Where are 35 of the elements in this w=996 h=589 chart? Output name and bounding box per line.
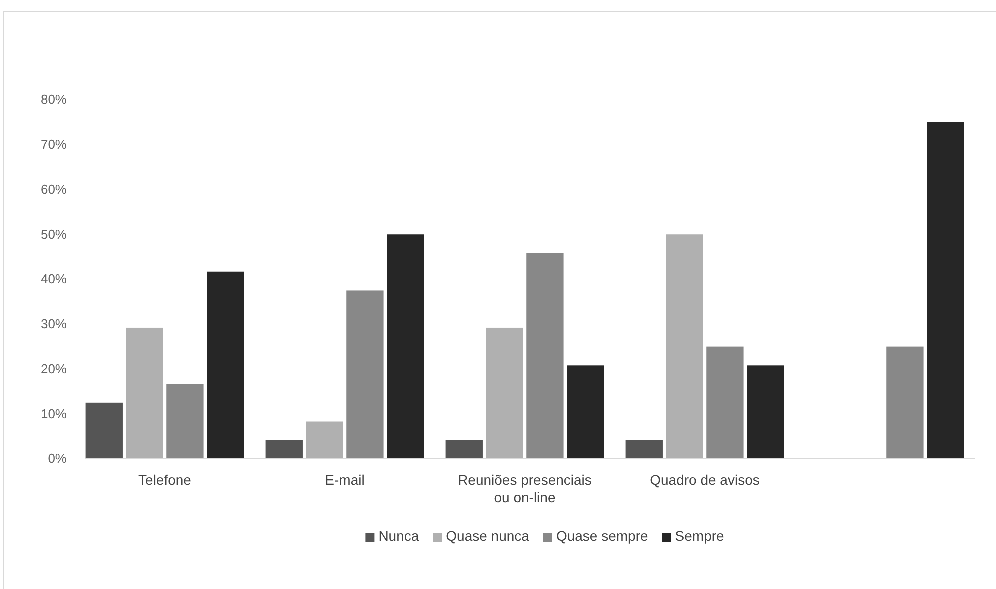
y-tick-label: 20% — [40, 361, 68, 376]
bar — [626, 440, 663, 459]
y-tick-label: 60% — [40, 182, 68, 197]
bar — [567, 366, 604, 459]
legend-label: Quase sempre — [556, 528, 648, 544]
y-tick-label: 0% — [48, 451, 68, 466]
bar — [207, 272, 244, 459]
bar — [346, 290, 384, 459]
legend-label: Nunca — [378, 528, 420, 544]
bar — [886, 346, 924, 459]
bar — [927, 122, 964, 459]
bar — [486, 328, 524, 459]
bar — [706, 346, 744, 459]
y-tick-label: 50% — [40, 226, 68, 242]
bar — [446, 440, 483, 459]
x-tick-label: Quadro de avisos — [650, 472, 760, 488]
bar — [86, 402, 123, 459]
legend-label: Quase nunca — [446, 528, 530, 544]
bar — [526, 253, 564, 459]
bar — [166, 384, 204, 459]
bar — [747, 366, 784, 459]
bar — [126, 328, 164, 459]
bar — [387, 234, 424, 459]
y-tick-label: 70% — [40, 137, 68, 152]
legend-label: Sempre — [675, 528, 725, 544]
y-tick-label: 40% — [40, 272, 68, 287]
y-tick-label: 10% — [40, 406, 68, 422]
x-tick-label: Telefone — [138, 472, 192, 488]
y-tick-label: 80% — [40, 92, 68, 108]
y-tick-label: 30% — [40, 316, 68, 332]
bar — [266, 440, 303, 459]
x-tick-label: Reuniões presenciais ou on-line — [458, 472, 592, 506]
bar — [306, 422, 344, 459]
bar — [666, 234, 704, 459]
x-tick-label: E-mail — [325, 472, 365, 488]
